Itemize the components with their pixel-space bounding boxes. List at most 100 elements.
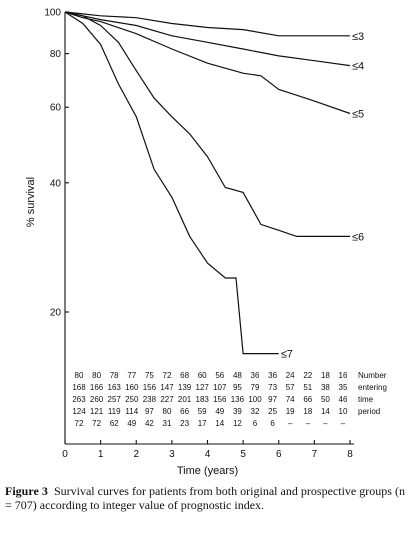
risk-cell: 50 (321, 395, 330, 404)
risk-cell: 57 (286, 383, 295, 392)
x-tick-label: 6 (276, 449, 282, 460)
risk-cell: 183 (196, 395, 210, 404)
y-tick-label: 60 (50, 103, 62, 114)
risk-cell: 62 (110, 419, 119, 428)
risk-cell: 250 (125, 395, 139, 404)
y-tick-label: 100 (44, 8, 61, 19)
risk-cell: 72 (92, 419, 101, 428)
series-label: ≤4 (352, 61, 364, 73)
risk-cell: 107 (213, 383, 227, 392)
figure-caption: Figure 3 Survival curves for patients fr… (5, 484, 405, 512)
risk-cell: 263 (72, 395, 86, 404)
chart-series (64, 11, 351, 355)
risk-cell: 51 (303, 383, 312, 392)
risk-cell: 166 (90, 383, 104, 392)
series-label: ≤3 (352, 31, 364, 43)
risk-cell: 46 (339, 395, 348, 404)
risk-header: entering (358, 383, 387, 392)
risk-cell: 100 (248, 395, 262, 404)
series-line (64, 11, 351, 67)
series-label: ≤7 (281, 349, 293, 361)
risk-cell: 78 (110, 371, 119, 380)
series-line (64, 11, 351, 115)
risk-cell: 56 (215, 371, 224, 380)
risk-cell: 31 (163, 419, 172, 428)
risk-header: time (358, 395, 374, 404)
risk-cell: 23 (180, 419, 189, 428)
risk-cell: 260 (90, 395, 104, 404)
x-tick-label: 4 (205, 449, 211, 460)
risk-cell: – (341, 419, 346, 428)
risk-cell: 95 (233, 383, 242, 392)
risk-cell: 14 (215, 419, 224, 428)
risk-cell: 160 (125, 383, 139, 392)
risk-cell: 60 (198, 371, 207, 380)
risk-cell: 19 (286, 407, 295, 416)
risk-cell: 127 (196, 383, 210, 392)
risk-cell: 124 (72, 407, 86, 416)
risk-cell: 6 (270, 419, 275, 428)
risk-cell: 36 (251, 371, 260, 380)
x-tick-label: 3 (169, 449, 175, 460)
risk-cell: 139 (178, 383, 192, 392)
risk-cell: 163 (108, 383, 122, 392)
risk-cell: 25 (268, 407, 277, 416)
risk-cell: 156 (213, 395, 227, 404)
risk-cell: 80 (163, 407, 172, 416)
risk-cell: 201 (178, 395, 192, 404)
risk-cell: 36 (268, 371, 277, 380)
risk-cell: 136 (231, 395, 245, 404)
risk-cell: 39 (233, 407, 242, 416)
series-line (64, 11, 350, 37)
risk-cell: 77 (127, 371, 136, 380)
x-tick-label: 8 (347, 449, 353, 460)
figure-label: Figure 3 (5, 484, 48, 498)
risk-cell: 80 (75, 371, 84, 380)
y-tick-label: 40 (50, 178, 62, 189)
risk-cell: 74 (286, 395, 295, 404)
x-tick-label: 2 (133, 449, 139, 460)
risk-cell: 38 (321, 383, 330, 392)
x-tick-label: 1 (98, 449, 104, 460)
risk-header: Number (358, 371, 387, 380)
risk-cell: 49 (215, 407, 224, 416)
risk-cell: 68 (180, 371, 189, 380)
risk-table: 80 80 78 77 75 72 68 60 56 48 36 36 24 22 18 16 168 166 16… (72, 371, 387, 428)
risk-cell: 97 (145, 407, 154, 416)
y-axis-title: % survival (25, 177, 37, 227)
risk-cell: 238 (143, 395, 157, 404)
risk-cell: 119 (108, 407, 121, 416)
risk-cell: 42 (145, 419, 154, 428)
risk-cell: 18 (303, 407, 312, 416)
risk-cell: – (323, 419, 328, 428)
risk-cell: 72 (163, 371, 172, 380)
risk-cell: 79 (251, 383, 260, 392)
risk-cell: 32 (251, 407, 260, 416)
risk-cell: 66 (180, 407, 189, 416)
risk-cell: 18 (321, 371, 330, 380)
risk-cell: 97 (268, 395, 277, 404)
risk-cell: – (288, 419, 293, 428)
risk-header: period (358, 407, 380, 416)
risk-cell: 16 (339, 371, 348, 380)
risk-cell: 14 (321, 407, 330, 416)
x-axis-title: Time (years) (177, 465, 238, 477)
risk-cell: 168 (72, 383, 86, 392)
caption-text: Survival curves for patients from both o… (5, 484, 406, 512)
risk-cell: 10 (339, 407, 348, 416)
risk-cell: 121 (90, 407, 104, 416)
risk-cell: 48 (233, 371, 242, 380)
y-tick-label: 20 (50, 308, 62, 319)
risk-cell: 12 (233, 419, 242, 428)
risk-cell: 75 (145, 371, 154, 380)
risk-cell: 17 (198, 419, 207, 428)
risk-cell: 114 (125, 407, 138, 416)
risk-cell: 24 (286, 371, 295, 380)
x-tick-label: 5 (240, 449, 246, 460)
risk-cell: 6 (253, 419, 258, 428)
risk-cell: 80 (92, 371, 101, 380)
risk-cell: 72 (75, 419, 84, 428)
x-tick-label: 7 (312, 449, 318, 460)
